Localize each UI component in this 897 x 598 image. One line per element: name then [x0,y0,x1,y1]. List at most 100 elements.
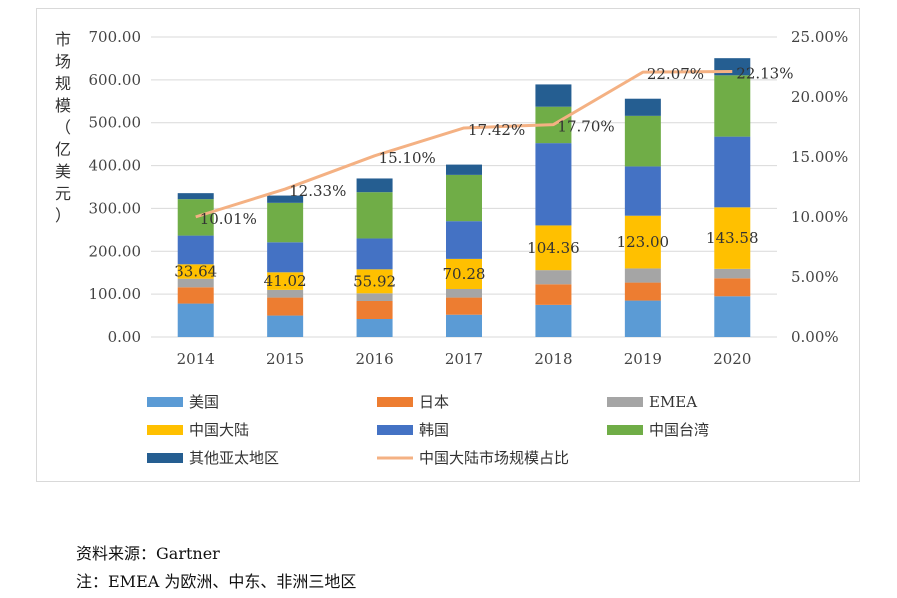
bar-segment [356,178,393,193]
bar-segment [356,238,393,270]
legend-label: 美国 [189,393,219,411]
y2-tick-label: 0.00% [791,328,839,346]
bar-segment [624,282,661,301]
bar-data-label: 55.92 [353,272,396,290]
y-tick-label: 100.00 [89,285,142,303]
legend-swatch [377,425,413,435]
bar-segment [446,289,482,298]
y2-tick-label: 20.00% [791,88,848,106]
bar-segment [714,268,751,279]
bar-segment [624,115,661,167]
bar-segment [177,303,214,337]
bar-segment [267,315,304,337]
y-axis-label-char: ） [55,206,71,225]
y-axis-label-char: 规 [55,74,71,93]
y-axis-label-char: （ [55,118,71,137]
y2-tick-label: 5.00% [791,268,839,286]
bar-segment [356,192,393,239]
bar-data-label: 33.64 [174,263,217,281]
legend-label: 中国大陆市场规模占比 [419,449,569,467]
bar-segment [446,174,482,222]
bar-segment [356,293,393,301]
bar-segment [446,221,482,259]
bar-segment [446,297,482,315]
bar-segment [714,207,751,269]
bar-segment [356,301,393,319]
bar-data-label: 104.36 [527,239,580,257]
legend-swatch [607,425,643,435]
legend-swatch [147,425,183,435]
legend-swatch [377,397,413,407]
x-tick-label: 2015 [266,350,304,368]
bar-segment [267,297,304,316]
bar-segment [624,215,661,269]
footnote: 注：EMEA 为欧洲、中东、非洲三地区 [76,572,357,591]
bar-segment [356,269,393,294]
bar-segment [535,225,572,271]
stacked-bar-line-chart: 0.00 100.00 200.00 300.00 400.00 500.00 600.00… [55,28,848,467]
bar-segment [267,272,304,290]
x-tick-label: 2020 [713,350,751,368]
legend-label: 其他亚太地区 [189,449,279,467]
bar-segment [446,258,482,289]
bar-segment [446,164,482,175]
y-tick-label: 0.00 [108,328,141,346]
line-data-label: 17.70% [557,118,614,136]
bar-segment [177,278,214,288]
line-data-label: 22.07% [647,65,704,83]
line-data-label: 15.10% [379,149,436,167]
y-axis-label-char: 模 [55,96,71,115]
bar-segment [535,304,572,337]
legend-label: 中国台湾 [649,421,709,439]
y-axis-label-char: 亿 [55,140,71,159]
bar-segment [177,199,214,236]
x-tick-label: 2019 [624,350,662,368]
y2-tick-label: 25.00% [791,28,848,46]
y-tick-label: 500.00 [89,114,142,132]
bar-data-label: 143.58 [706,229,759,247]
line-data-label: 12.33% [289,182,346,200]
legend-label: 韩国 [419,421,449,439]
y2-tick-label: 15.00% [791,148,848,166]
x-tick-label: 2018 [534,350,572,368]
bar-segment [267,242,304,273]
y-axis-label-char: 美 [55,162,71,181]
y2-tick-label: 10.00% [791,208,848,226]
bar-segment [714,278,751,297]
bar-segment [356,319,393,337]
legend-label: 日本 [419,393,449,411]
line-data-label: 17.42% [468,121,525,139]
bar-segment [177,193,214,200]
x-tick-label: 2016 [355,350,393,368]
bar-segment [267,202,304,243]
legend-swatch [147,453,183,463]
legend-swatch [147,397,183,407]
y-tick-label: 200.00 [89,242,142,260]
bar-segment [177,287,214,304]
bar-segment [267,289,304,298]
bar-segment [714,75,751,137]
chart-frame: 0.00 100.00 200.00 300.00 400.00 500.00 600.00… [36,8,860,482]
legend-label: EMEA [649,393,697,411]
share-line [195,69,733,219]
y-axis-label-char: 元 [55,184,71,203]
y-axis-label-char: 市 [55,30,71,49]
line-data-label: 10.01% [200,210,257,228]
bar-data-label: 123.00 [617,233,670,251]
bar-segment [624,98,661,116]
bar-segment [177,264,214,279]
y-axis-label-char: 场 [55,52,71,71]
source-note: 资料来源：Gartner [76,544,220,563]
bar-segment [714,296,751,337]
x-tick-label: 2014 [177,350,215,368]
bar-segment [714,136,751,208]
bar-data-label: 70.28 [443,265,486,283]
y-tick-label: 600.00 [89,71,142,89]
bar-segment [267,195,304,203]
bar-segment [535,270,572,285]
bar-segment [535,143,572,226]
bar-segment [446,314,482,337]
line-data-label: 22.13% [736,64,793,82]
bar-data-label: 41.02 [264,272,307,290]
x-tick-label: 2017 [445,350,483,368]
